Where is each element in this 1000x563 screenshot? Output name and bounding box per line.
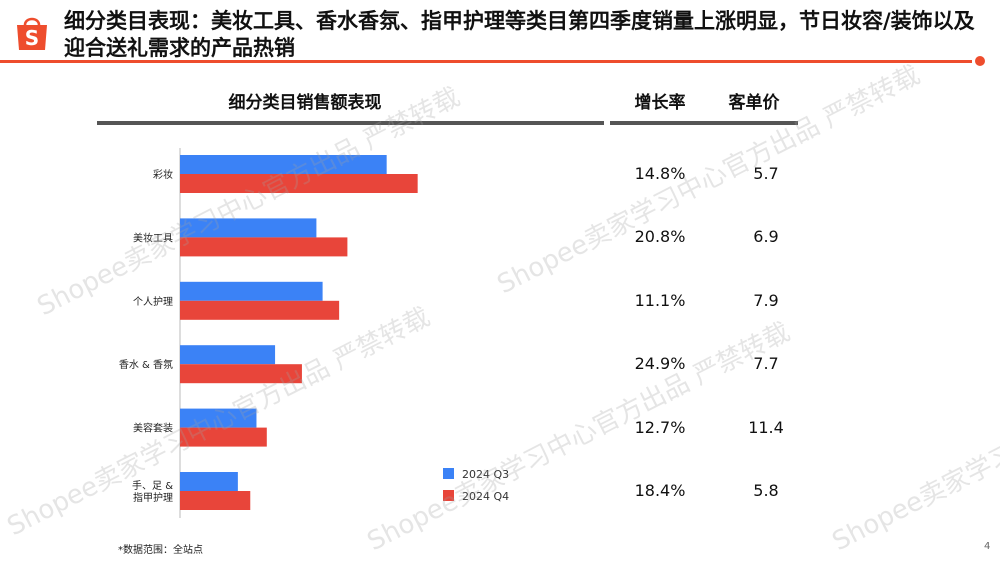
bar-q3: [180, 155, 387, 174]
bar-q4: [180, 174, 418, 193]
growth-rate-cell: 18.4%: [634, 481, 686, 500]
growth-header: 增长率: [634, 93, 686, 113]
growth-rate-cell: 12.7%: [634, 417, 686, 437]
svg-text:S: S: [25, 26, 39, 50]
bar-q3: [180, 345, 276, 365]
category-label: 手、足 &: [132, 479, 173, 492]
aov-header: 客单价: [728, 93, 780, 113]
legend-label-q4: 2024 Q4: [462, 490, 509, 503]
title-divider-dot: [975, 56, 985, 66]
bar-q4: [180, 300, 340, 320]
bar-q4: [180, 364, 302, 384]
page-title: 细分类目表现：美妆工具、香水香氛、指甲护理等类目第四季度销量上涨明显，节日妆容/…: [64, 9, 975, 60]
bar-q3: [180, 408, 257, 428]
title-divider: [0, 60, 972, 63]
category-label: 个人护理: [133, 295, 173, 308]
bar-q4: [180, 491, 251, 510]
aov-cell: 5.8: [753, 481, 779, 500]
aov-cell: 6.9: [753, 227, 779, 247]
legend-swatch-q3: [443, 468, 454, 479]
aov-cell: 11.4: [748, 417, 784, 437]
chart-header-underline: [97, 121, 604, 125]
category-label: 美妆工具: [133, 231, 173, 244]
legend-label-q3: 2024 Q3: [462, 468, 509, 481]
aov-cell: 7.9: [753, 290, 779, 310]
bar-q4: [180, 237, 348, 257]
category-label: 美容套装: [133, 422, 173, 435]
page-number: 4: [984, 541, 991, 552]
aov-cell: 5.7: [753, 164, 779, 183]
chart-header: 细分类目销售额表现: [228, 93, 382, 113]
shopee-logo-icon: S: [17, 17, 47, 50]
bar-q3: [180, 281, 323, 301]
bar-q3: [180, 472, 238, 491]
table-header-underline: [610, 121, 798, 125]
bar-q3: [180, 218, 317, 238]
aov-cell: 7.7: [753, 354, 779, 374]
category-label: 指甲护理: [133, 491, 173, 504]
category-label: 香水 & 香氛: [119, 358, 173, 371]
growth-rate-cell: 11.1%: [634, 290, 686, 310]
legend-swatch-q4: [443, 490, 454, 501]
growth-rate-cell: 24.9%: [634, 354, 686, 374]
growth-rate-cell: 14.8%: [634, 164, 686, 183]
growth-rate-cell: 20.8%: [634, 227, 686, 247]
data-scope-footnote: *数据范围：全站点: [118, 545, 203, 556]
bar-q4: [180, 427, 267, 447]
category-label: 彩妆: [153, 168, 173, 181]
